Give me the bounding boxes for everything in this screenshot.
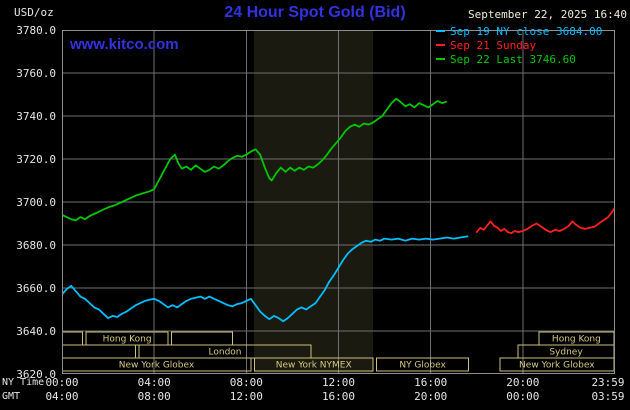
y-axis-tick-label: 3680.0 bbox=[16, 239, 56, 252]
legend-item-sep22: Sep 22 Last 3746.60 bbox=[436, 53, 602, 67]
price-line-sep22-line bbox=[62, 97, 448, 222]
cyan-line-swatch-icon bbox=[436, 30, 445, 32]
y-axis-tick-label: 3700.0 bbox=[16, 196, 56, 209]
session-box bbox=[376, 357, 470, 372]
plot-area: Hong Kong Hong Kong London Sydney New York G… bbox=[62, 30, 615, 374]
session-box bbox=[62, 357, 252, 372]
x-axis-tick-label-ny: 12:00 bbox=[321, 376, 356, 389]
session-label: Hong Kong bbox=[552, 335, 601, 345]
session-label: New York Globex bbox=[119, 361, 195, 371]
x-axis-tick-label-gmt: 16:00 bbox=[321, 390, 356, 403]
x-axis-tick-label-ny: 16:00 bbox=[414, 376, 448, 389]
legend: Sep 19 NY close 3684.00 Sep 21 Sunday Se… bbox=[436, 25, 602, 67]
x-axis-tick-label-gmt: 08:00 bbox=[137, 390, 171, 403]
y-axis-tick-label: 3760.0 bbox=[16, 67, 56, 80]
x-axis-tick-label-gmt: 03:59 bbox=[591, 390, 625, 403]
session-label: Sydney bbox=[549, 348, 583, 358]
legend-item-sep21: Sep 21 Sunday bbox=[436, 39, 602, 53]
session-box bbox=[253, 357, 374, 372]
x-axis-tick-label-ny: 23:59 bbox=[591, 376, 625, 389]
price-line-sep19-line bbox=[62, 235, 469, 323]
legend-label-sep21: Sep 21 Sunday bbox=[450, 39, 537, 52]
legend-label-sep19: Sep 19 NY close 3684.00 bbox=[450, 25, 603, 38]
red-line-swatch-icon bbox=[436, 44, 445, 46]
y-axis-units-label: USD/oz bbox=[14, 6, 54, 19]
chart-datetime: September 22, 2025 16:40 bbox=[468, 8, 627, 21]
session-box bbox=[499, 357, 615, 372]
x-axis-tick-label-gmt: 04:00 bbox=[45, 390, 79, 403]
x-axis-tick-label-ny: 04:00 bbox=[137, 376, 171, 389]
session-box bbox=[62, 331, 84, 346]
x-axis-tick-label-ny: 20:00 bbox=[506, 376, 540, 389]
y-axis-tick-label: 3740.0 bbox=[16, 110, 56, 123]
y-axis-tick-label: 3660.0 bbox=[16, 282, 56, 295]
session-label: NY Globex bbox=[399, 361, 446, 371]
x-axis-tick-label-gmt: 12:00 bbox=[229, 390, 263, 403]
x-axis-row-label-gmt: GMT bbox=[2, 391, 21, 402]
session-label: New York NYMEX bbox=[276, 361, 352, 371]
chart-title: 24 Hour Spot Gold (Bid) bbox=[224, 4, 406, 21]
kitco-watermark-link[interactable]: www.kitco.com bbox=[70, 36, 179, 53]
price-line-sep21-line bbox=[475, 207, 615, 235]
session-label: New York Globex bbox=[519, 361, 595, 371]
x-axis-tick-label-ny: 08:00 bbox=[229, 376, 263, 389]
y-axis-tick-label: 3720.0 bbox=[16, 153, 56, 166]
x-axis-row-label-ny-time: NY Time bbox=[2, 377, 45, 388]
x-axis-tick-label-ny: 00:00 bbox=[45, 376, 79, 389]
session-box bbox=[170, 331, 233, 346]
x-axis-tick-label-gmt: 20:00 bbox=[414, 390, 448, 403]
green-line-swatch-icon bbox=[436, 58, 445, 60]
session-label: Hong Kong bbox=[103, 335, 152, 345]
session-label: London bbox=[209, 348, 242, 358]
y-axis-tick-label: 3780.0 bbox=[16, 24, 56, 37]
legend-item-sep19: Sep 19 NY close 3684.00 bbox=[436, 25, 602, 39]
session-box bbox=[62, 344, 137, 359]
legend-label-sep22: Sep 22 Last 3746.60 bbox=[450, 53, 576, 66]
plot-border bbox=[62, 30, 615, 374]
x-axis-tick-label-gmt: 00:00 bbox=[506, 390, 540, 403]
y-axis-tick-label: 3640.0 bbox=[16, 325, 56, 338]
